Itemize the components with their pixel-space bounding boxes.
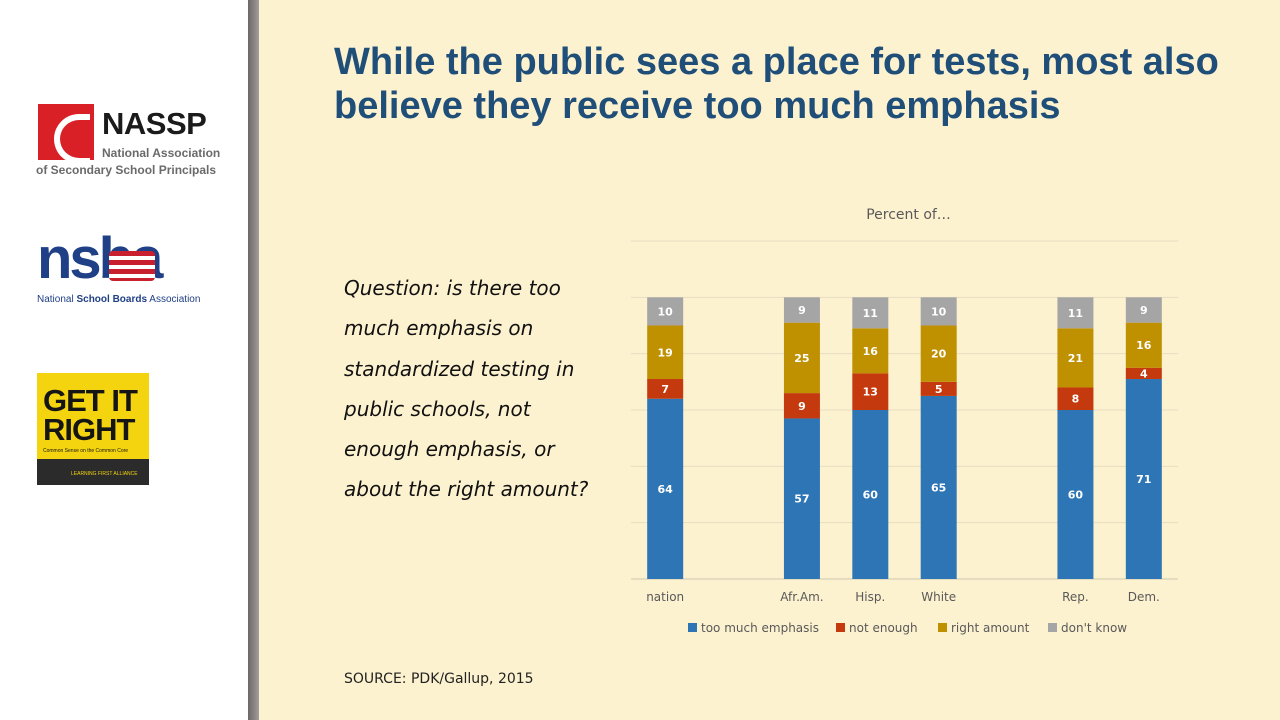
hands-icon (37, 459, 149, 485)
x-tick-label: Hisp. (855, 590, 885, 604)
bar-segment (783, 297, 820, 323)
legend-swatch (938, 623, 947, 632)
bar-segment (852, 328, 889, 374)
legend-swatch (836, 623, 845, 632)
nassp-logo-line2: of Secondary School Principals (36, 163, 217, 177)
bar-segment (783, 418, 820, 579)
bar-segment (920, 381, 957, 396)
nassp-logo: NASSP National Association of Secondary … (36, 102, 236, 182)
slide-title: While the public sees a place for tests,… (334, 41, 1219, 127)
bar-segment (783, 393, 820, 419)
data-label: 10 (931, 305, 947, 318)
x-tick-label: Afr.Am. (780, 590, 823, 604)
data-label: 71 (1136, 473, 1151, 486)
data-label: 9 (1140, 304, 1148, 317)
bar-segment (920, 395, 957, 579)
bar-segment (647, 325, 684, 380)
getit-subtitle: Common Sense on the Common Core (43, 448, 129, 454)
getit-line2: RIGHT (43, 412, 135, 447)
legend-swatch (688, 623, 697, 632)
data-label: 11 (863, 307, 878, 320)
bar-segment (1125, 367, 1162, 380)
x-tick-label: White (921, 590, 956, 604)
nsba-logo: nsba National School Boards Association (37, 226, 207, 311)
data-label: 13 (863, 386, 878, 399)
data-label: 9 (798, 304, 806, 317)
legend-label: not enough (849, 621, 918, 635)
data-label: 20 (931, 348, 947, 361)
nassp-logo-name: NASSP (102, 106, 207, 141)
data-label: 10 (658, 305, 674, 318)
data-label: 60 (863, 489, 879, 502)
data-label: 16 (863, 345, 879, 358)
nsba-logo-subtitle: National School Boards Association (37, 294, 200, 305)
getit-band-text: LEARNING FIRST ALLIANCE (71, 471, 138, 477)
data-label: 21 (1068, 352, 1083, 365)
nsba-sub-pre: National (37, 294, 77, 305)
bar-segment (647, 379, 684, 399)
stacked-bar-chart: Percent of…6471910nation579259Afr.Am.601… (631, 207, 1178, 635)
bar-segment (1057, 410, 1094, 579)
bar-segment (1057, 297, 1094, 329)
source-note: SOURCE: PDK/Gallup, 2015 (344, 671, 534, 687)
sidebar-divider (248, 0, 259, 720)
legend-label: too much emphasis (701, 621, 819, 635)
nassp-mark-icon (38, 104, 94, 164)
data-label: 60 (1068, 489, 1084, 502)
bar-segment (647, 297, 684, 326)
getit-line1: GET IT (43, 383, 138, 418)
legend-swatch (1048, 623, 1057, 632)
data-label: 8 (1072, 393, 1080, 406)
survey-question: Question: is there too much emphasis on … (344, 276, 589, 502)
data-label: 11 (1068, 307, 1083, 320)
nsba-sub-bold: School Boards (76, 294, 148, 305)
bar-segment (920, 325, 957, 382)
data-label: 9 (798, 400, 806, 413)
bar-segment (852, 297, 889, 329)
bar-segment (1125, 379, 1162, 579)
logo-sidebar: NASSP National Association of Secondary … (0, 0, 248, 720)
data-label: 7 (661, 383, 669, 396)
data-label: 4 (1140, 367, 1148, 380)
bar-segment (1125, 322, 1162, 368)
nsba-sub-post: Association (147, 294, 201, 305)
data-label: 5 (935, 383, 943, 396)
legend-label: don't know (1061, 621, 1127, 635)
bar-segment (920, 297, 957, 326)
bar-segment (1057, 328, 1094, 388)
data-label: 57 (794, 493, 809, 506)
bar-segment (783, 322, 820, 394)
flag-icon (109, 251, 155, 281)
legend-label: right amount (951, 621, 1030, 635)
data-label: 65 (931, 481, 946, 494)
bar-segment (852, 373, 889, 410)
data-label: 19 (658, 346, 673, 359)
bar-segment (1057, 387, 1094, 410)
bar-segment (852, 410, 889, 579)
x-tick-label: Dem. (1128, 590, 1160, 604)
bar-segment (647, 398, 684, 579)
chart-title: Percent of… (866, 207, 951, 223)
data-label: 64 (658, 483, 674, 496)
x-tick-label: Rep. (1062, 590, 1089, 604)
data-label: 25 (794, 352, 809, 365)
data-label: 16 (1136, 339, 1152, 352)
get-it-right-logo: GET IT RIGHT Common Sense on the Common … (37, 373, 149, 485)
x-tick-label: nation (646, 590, 684, 604)
nassp-logo-line1: National Association (102, 146, 221, 160)
bar-segment (1125, 297, 1162, 323)
